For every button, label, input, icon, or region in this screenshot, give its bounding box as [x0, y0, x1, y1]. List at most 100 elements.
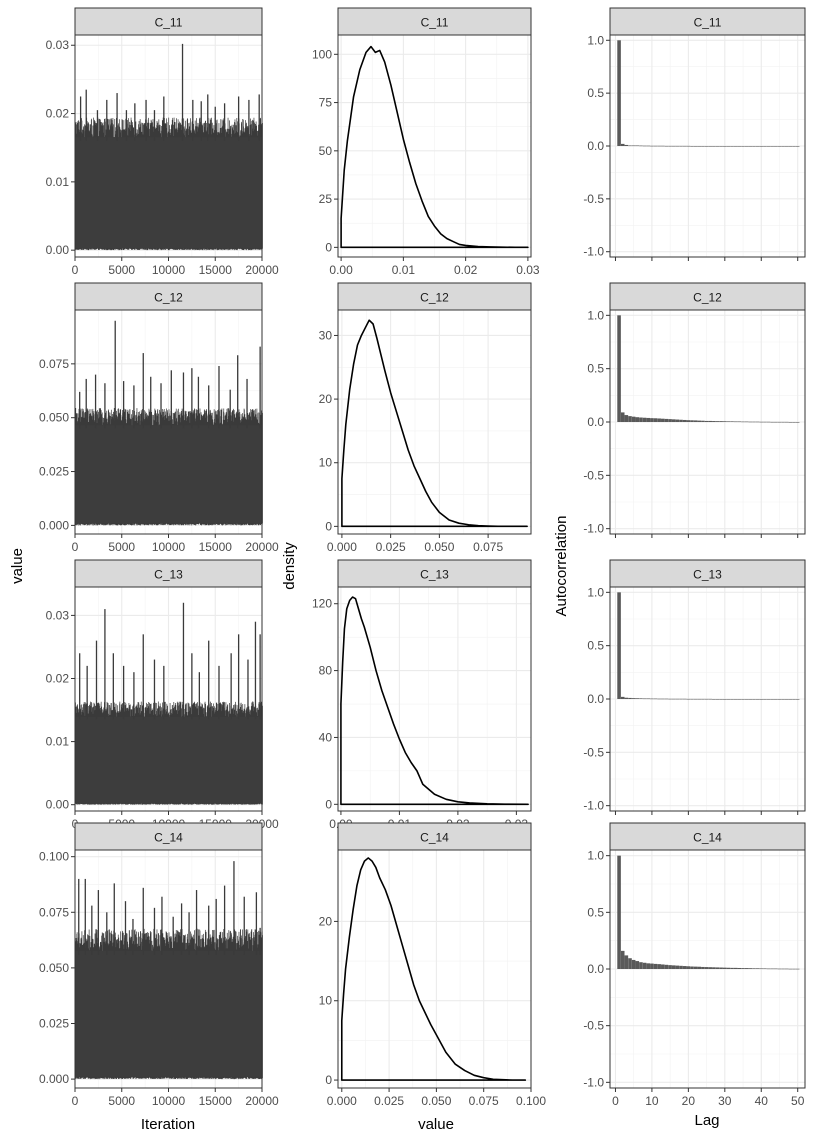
- x-tick-label: 10000: [152, 540, 186, 554]
- x-tick-label: 15000: [199, 263, 233, 277]
- acf-bar: [719, 421, 723, 422]
- acf-bar: [788, 422, 793, 423]
- facet-strip: [74, 559, 263, 588]
- facet-strip: [337, 822, 532, 851]
- acf-bar: [682, 419, 687, 422]
- x-tick-label: 10000: [152, 263, 186, 277]
- trace-body: [75, 716, 262, 804]
- acf-bar: [730, 421, 734, 422]
- y-tick-label: 0: [325, 519, 332, 533]
- acf-bar: [642, 417, 647, 422]
- acf-bar: [784, 699, 789, 700]
- acf-bar: [752, 421, 756, 423]
- acf-bar: [624, 697, 629, 699]
- acf-bar: [774, 421, 778, 423]
- acf-bar: [690, 966, 694, 969]
- facet-strip-label: C_11: [421, 16, 449, 30]
- acf-bar: [748, 421, 753, 423]
- panel-c_11-trace: C_11 0.00 0.01 0.02 0.03 0 5000 10000 15000 20000: [46, 7, 279, 277]
- y-tick-label: 0.050: [39, 411, 69, 425]
- acf-bar: [744, 699, 749, 700]
- y-tick-label: -0.5: [583, 1019, 604, 1033]
- trace-body: [75, 137, 262, 249]
- acf-bar: [712, 146, 716, 147]
- acf-bar: [686, 145, 691, 147]
- acf-bar: [770, 146, 774, 147]
- acf-bar: [784, 146, 789, 147]
- acf-bar: [690, 146, 694, 147]
- acf-bar: [777, 968, 782, 970]
- panel-c_11-density: C_11 0 25 50 75 100 0.00 0.01 0.02 0.03: [312, 7, 540, 277]
- y-tick-label: -0.5: [583, 745, 604, 759]
- y-tick-label: 0.5: [587, 362, 604, 376]
- acf-bar: [642, 698, 647, 700]
- panel-border: [337, 849, 532, 1089]
- acf-bar: [675, 419, 680, 422]
- facet-strip: [74, 7, 263, 36]
- acf-bar: [628, 145, 632, 147]
- acf-bar: [679, 419, 683, 422]
- acf-bar: [628, 958, 632, 969]
- acf-bar: [631, 698, 636, 699]
- y-tick-label: 10: [319, 456, 333, 470]
- y-tick-label: 0: [325, 240, 332, 254]
- acf-bar: [752, 699, 756, 700]
- acf-bar: [748, 699, 753, 700]
- acf-bar: [792, 422, 796, 423]
- acf-bar: [708, 420, 712, 422]
- x-tick-label: 0.025: [376, 540, 406, 554]
- acf-bar: [741, 699, 745, 700]
- acf-bar: [704, 146, 709, 147]
- acf-bar: [668, 965, 672, 969]
- acf-bar: [726, 967, 731, 969]
- acf-bar: [704, 967, 709, 969]
- acf-bar: [690, 420, 694, 422]
- acf-bar: [712, 421, 716, 422]
- acf-bar: [766, 421, 771, 423]
- acf-bar: [737, 699, 742, 700]
- data-marks: [617, 315, 800, 423]
- acf-bar: [657, 964, 661, 969]
- y-tick-label: 0.0: [587, 139, 604, 153]
- panel-border: [337, 34, 532, 258]
- y-tick-label: 0: [325, 797, 332, 811]
- acf-bar: [635, 698, 640, 699]
- x-tick-label: 20000: [245, 263, 279, 277]
- y-tick-label: 40: [319, 730, 333, 744]
- x-tick-label: 0: [612, 1094, 619, 1108]
- data-marks: [617, 855, 800, 970]
- acf-bar: [646, 698, 651, 700]
- y-tick-label: 0.050: [39, 961, 69, 975]
- y-tick-label: 0.01: [46, 735, 70, 749]
- y-tick-label: 0: [325, 1073, 332, 1087]
- acf-bar: [708, 146, 712, 147]
- acf-bar: [617, 40, 621, 146]
- acf-bar: [693, 420, 698, 422]
- acf-bar: [631, 416, 636, 422]
- data-marks: [75, 861, 263, 1080]
- acf-bar: [722, 699, 727, 700]
- y-tick-label: -1.0: [583, 522, 604, 536]
- acf-bar: [701, 966, 705, 969]
- acf-bar: [650, 145, 654, 147]
- facet-strip: [609, 822, 806, 851]
- acf-bar: [635, 961, 640, 969]
- panel-background: [338, 310, 531, 534]
- acf-bar: [657, 418, 661, 422]
- acf-bar: [675, 965, 680, 969]
- y-tick-label: 30: [319, 328, 333, 342]
- acf-bar: [715, 421, 720, 422]
- acf-bar: [646, 145, 651, 147]
- acf-bar: [701, 420, 705, 422]
- acf-bar: [708, 967, 712, 969]
- acf-bar: [781, 699, 785, 700]
- acf-bar: [770, 968, 774, 970]
- x-tick-label: 0.000: [327, 540, 357, 554]
- panel-background: [338, 850, 531, 1088]
- facet-strip: [74, 822, 263, 851]
- acf-bar: [752, 968, 756, 969]
- acf-bar: [741, 421, 745, 423]
- acf-bar: [788, 146, 793, 147]
- data-marks: [340, 857, 527, 1081]
- y-tick-label: 0.5: [587, 86, 604, 100]
